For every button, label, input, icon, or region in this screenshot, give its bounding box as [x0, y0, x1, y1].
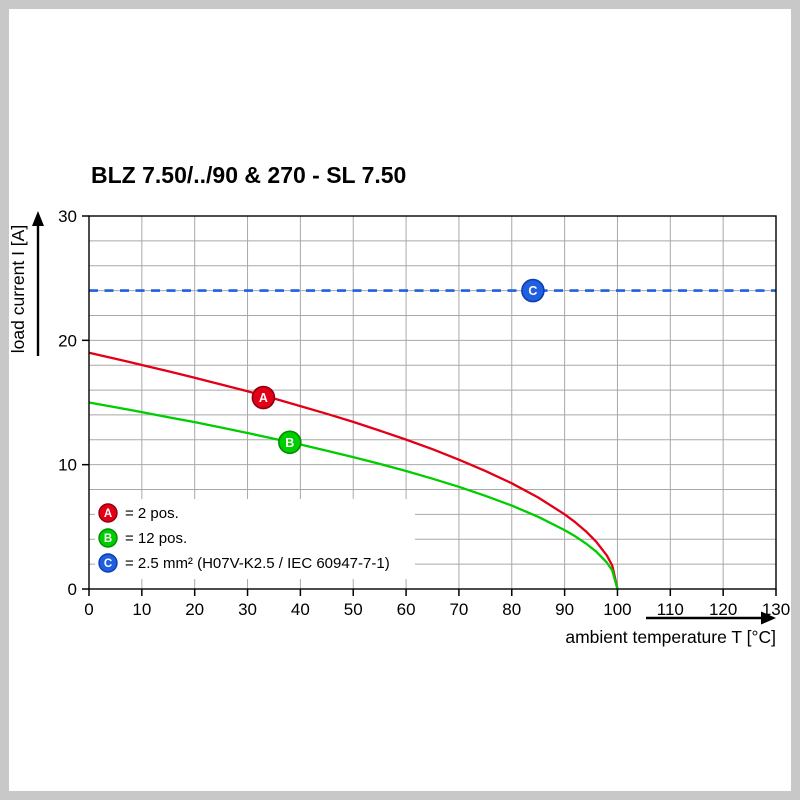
- legend-marker-letter-c: C: [104, 558, 112, 570]
- x-tick-label: 70: [449, 600, 468, 619]
- legend-item-b: B = 12 pos.: [98, 528, 187, 548]
- y-tick-label: 10: [58, 456, 77, 475]
- legend-marker-letter-a: A: [104, 508, 112, 520]
- legend-label-a: = 2 pos.: [125, 505, 179, 522]
- x-axis-label: ambient temperature T [°C]: [565, 627, 776, 647]
- y-axis-arrow-head-icon: [32, 211, 44, 226]
- y-axis-label: load current I [A]: [9, 225, 28, 353]
- x-tick-label: 30: [238, 600, 257, 619]
- curve-marker-letter-B: B: [285, 436, 294, 450]
- x-tick-label: 90: [555, 600, 574, 619]
- x-tick-label: 60: [397, 600, 416, 619]
- curve-marker-A-icon: [251, 385, 276, 410]
- chart-title: BLZ 7.50/../90 & 270 - SL 7.50: [91, 162, 406, 188]
- x-tick-label: 80: [502, 600, 521, 619]
- y-tick-label: 0: [68, 580, 77, 599]
- x-tick-label: 120: [709, 600, 737, 619]
- x-tick-label: 100: [603, 600, 631, 619]
- derating-chart: BLZ 7.50/../90 & 270 - SL 7.50 A = 2 pos…: [9, 162, 790, 647]
- x-tick-label: 110: [657, 600, 684, 619]
- curves-layer: [88, 289, 776, 590]
- legend-item-a: A = 2 pos.: [98, 503, 179, 523]
- curve-marker-B-icon: [278, 430, 302, 455]
- x-axis-arrow-head-icon: [761, 611, 776, 625]
- x-tick-label: 20: [185, 600, 204, 619]
- legend-background: [95, 499, 415, 579]
- legend-marker-c-icon: [98, 553, 118, 573]
- curve-B: [88, 401, 619, 590]
- legend-marker-letter-b: B: [104, 533, 112, 545]
- x-tick-label: 130: [762, 600, 790, 619]
- legend-marker-b-icon: [98, 528, 118, 548]
- curve-marker-letter-A: A: [259, 391, 268, 405]
- curve-marker-C-icon: [521, 278, 545, 303]
- grid-layer: [89, 216, 776, 589]
- x-tick-label: 10: [132, 600, 151, 619]
- legend-label-c: = 2.5 mm² (H07V-K2.5 / IEC 60947-7-1): [125, 555, 390, 572]
- legend: A = 2 pos. B = 12 pos. C = 2.5 mm² (H07V…: [95, 499, 415, 579]
- x-tick-label: 50: [344, 600, 363, 619]
- curve-marker-letter-C: C: [528, 284, 537, 298]
- legend-item-c: C = 2.5 mm² (H07V-K2.5 / IEC 60947-7-1): [98, 553, 390, 573]
- plot-border: [88, 215, 777, 590]
- x-tick-label: 40: [291, 600, 310, 619]
- axis-layer: load current I [A] ambient temperature T…: [9, 207, 790, 647]
- x-tick-label: 0: [84, 600, 93, 619]
- curve-A: [88, 351, 619, 590]
- y-tick-label: 20: [58, 331, 77, 350]
- legend-label-b: = 12 pos.: [125, 530, 187, 547]
- y-tick-label: 30: [58, 207, 77, 226]
- legend-marker-a-icon: [98, 503, 118, 523]
- page: BLZ 7.50/../90 & 270 - SL 7.50 A = 2 pos…: [9, 9, 791, 791]
- curve-markers-layer: A B C: [251, 278, 545, 455]
